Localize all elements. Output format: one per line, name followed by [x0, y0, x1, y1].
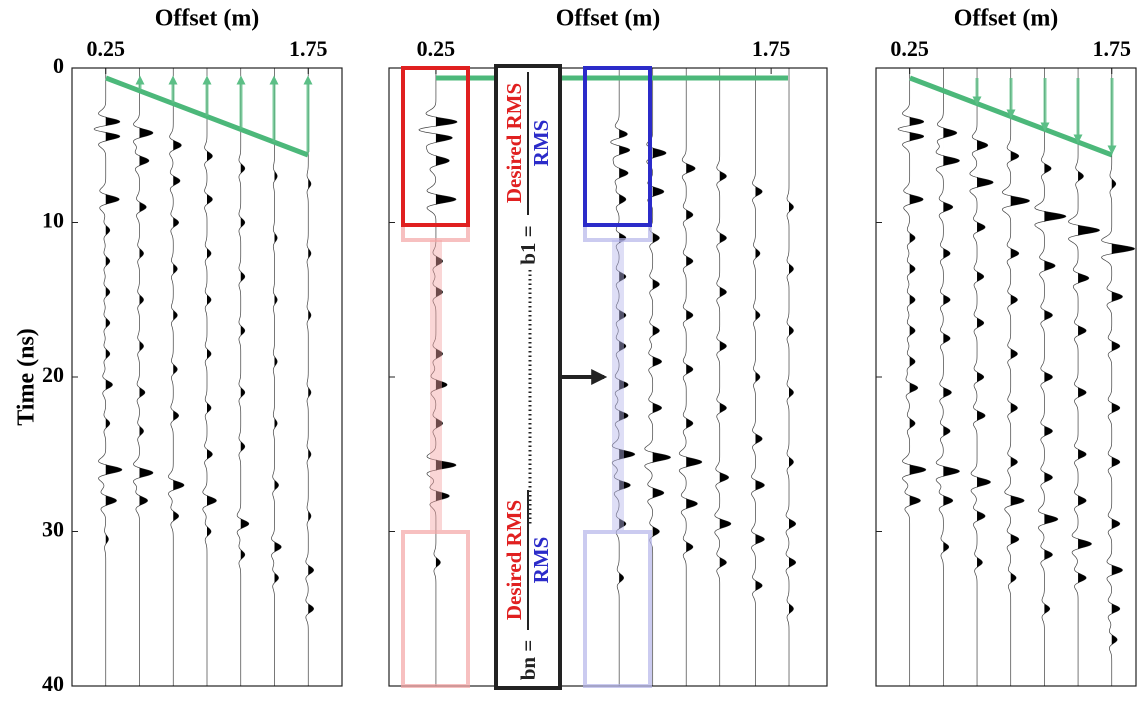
- window-box: [583, 223, 652, 242]
- window-box: [401, 530, 470, 688]
- trace-fill: [977, 68, 994, 686]
- trace-fill: [105, 68, 122, 686]
- trace-line: [714, 68, 732, 686]
- trace-fill: [240, 68, 249, 686]
- x-tick-label: 0.25: [890, 36, 929, 61]
- trace-line: [168, 68, 185, 686]
- plot-frame: [875, 67, 1137, 687]
- moveout-annotation: [909, 75, 1117, 158]
- window-strip: [612, 240, 624, 530]
- formula-text: RMS: [529, 537, 553, 584]
- trace: [93, 68, 123, 686]
- y-axis-label: Time (ns): [14, 328, 40, 426]
- y-tick-label: 20: [42, 362, 64, 387]
- trace: [271, 68, 282, 686]
- trace-fill: [308, 68, 314, 686]
- x-axis-label: Offset (m): [556, 6, 661, 32]
- formula-text: RMS: [529, 120, 553, 167]
- trace-fill: [274, 68, 282, 686]
- trace-line: [751, 68, 765, 686]
- trace: [168, 68, 185, 686]
- trace: [133, 68, 154, 686]
- window-box: [401, 223, 470, 242]
- trace: [751, 68, 765, 686]
- trace-line: [305, 68, 315, 686]
- formula-text: Desired RMS: [502, 500, 526, 620]
- trace-line: [969, 68, 994, 686]
- trace: [897, 68, 927, 686]
- x-tick-label: 0.25: [417, 36, 456, 61]
- trace: [785, 68, 797, 686]
- moveout-line: [105, 75, 309, 158]
- trace-line: [785, 68, 797, 686]
- x-tick-label: 0.25: [87, 36, 126, 61]
- y-tick-label: 10: [42, 208, 64, 233]
- trace-fill: [686, 68, 702, 686]
- trace-fill: [789, 68, 796, 686]
- trace: [1001, 68, 1031, 686]
- window-box: [583, 530, 652, 688]
- trace: [418, 68, 458, 686]
- trace-fill: [943, 68, 960, 686]
- trace: [1101, 68, 1136, 686]
- x-axis-label: Offset (m): [155, 6, 260, 32]
- trace-line: [1068, 68, 1101, 686]
- formula-text: bn =: [516, 640, 540, 681]
- trace-line: [644, 68, 672, 686]
- trace: [305, 68, 315, 686]
- trace: [236, 68, 250, 686]
- trace-line: [93, 68, 123, 686]
- trace-fill: [1111, 68, 1135, 686]
- y-tick-label: 0: [53, 53, 64, 78]
- x-tick-label: 1.75: [1093, 36, 1132, 61]
- trace-line: [935, 68, 960, 686]
- trace-line: [1034, 68, 1067, 686]
- trace-fill: [1010, 68, 1030, 686]
- trace-line: [678, 68, 703, 686]
- trace: [935, 68, 960, 686]
- trace-fill: [1078, 68, 1100, 686]
- trace: [714, 68, 732, 686]
- trace: [202, 68, 217, 686]
- y-tick-label: 30: [42, 517, 64, 542]
- x-tick-label: 1.75: [752, 36, 791, 61]
- trace: [1068, 68, 1101, 686]
- trace-line: [271, 68, 282, 686]
- formula-text: Desired RMS: [502, 83, 526, 203]
- trace-line: [133, 68, 154, 686]
- trace-fill: [909, 68, 926, 686]
- y-tick-label: 40: [42, 671, 64, 696]
- window-box: [401, 66, 470, 227]
- trace-line: [418, 68, 458, 686]
- trace-fill: [719, 68, 731, 686]
- trace: [1034, 68, 1067, 686]
- trace-line: [202, 68, 217, 686]
- trace-fill: [139, 68, 153, 686]
- normalization-annotation: b1 = Desired RMS RMS bn = Desired RMS RM…: [401, 64, 788, 690]
- plots: Offset (m) 0.25 1.75 0 10 20 30 40 Time (ns) Offs…: [14, 6, 1137, 696]
- trace-fill: [1044, 68, 1066, 686]
- trace-fill: [207, 68, 217, 686]
- trace-line: [897, 68, 927, 686]
- trace-fill: [173, 68, 185, 686]
- trace-line: [236, 68, 250, 686]
- moveout-annotation: [105, 75, 313, 158]
- window-strip: [430, 240, 442, 530]
- trace-line: [610, 68, 636, 686]
- x-tick-label: 1.75: [289, 36, 328, 61]
- trace: [969, 68, 994, 686]
- formula-text: b1 =: [516, 225, 540, 264]
- plot-frame: [388, 67, 828, 687]
- window-box: [583, 66, 652, 227]
- trace-line: [1101, 68, 1136, 686]
- trace: [678, 68, 703, 686]
- trace: [644, 68, 672, 686]
- trace: [610, 68, 636, 686]
- trace-fill: [652, 68, 671, 686]
- trace-line: [1001, 68, 1031, 686]
- x-axis-label: Offset (m): [954, 6, 1059, 32]
